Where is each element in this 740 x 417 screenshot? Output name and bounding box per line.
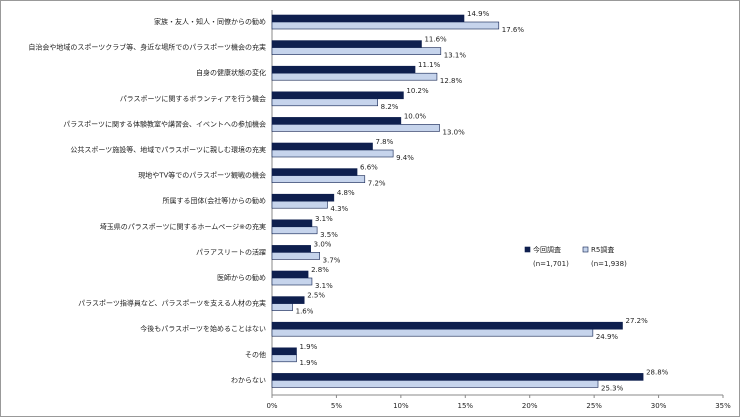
value-label: 3.0% xyxy=(314,240,332,248)
x-tick-label: 30% xyxy=(651,402,667,410)
category-label: 自身の健康状態の変化 xyxy=(196,68,266,77)
category-label: パラスポーツに関する体験教室や講習会、イベントへの参加機会 xyxy=(63,119,266,128)
bar xyxy=(271,14,465,23)
bar xyxy=(271,270,309,279)
bar xyxy=(271,380,599,388)
value-label: 25.3% xyxy=(601,384,624,392)
value-label: 4.8% xyxy=(337,189,355,197)
value-label: 28.8% xyxy=(646,368,669,376)
bar xyxy=(271,142,373,151)
value-label: 2.8% xyxy=(311,266,329,274)
bar xyxy=(271,354,297,363)
x-tick-label: 10% xyxy=(393,402,409,410)
value-label: 10.2% xyxy=(406,87,429,95)
legend-note: (n=1,701) xyxy=(533,260,569,268)
bar xyxy=(271,277,313,286)
bar xyxy=(271,219,313,228)
value-label: 9.4% xyxy=(396,154,414,162)
value-label: 2.5% xyxy=(307,292,325,300)
category-label: わからない xyxy=(231,376,266,384)
bar xyxy=(271,193,335,202)
bar xyxy=(271,296,305,304)
value-label: 3.1% xyxy=(315,215,333,223)
category-label: その他 xyxy=(245,350,266,359)
value-label: 11.6% xyxy=(424,36,447,44)
legend-swatch xyxy=(524,246,531,253)
legend-note: (n=1,938) xyxy=(591,260,627,268)
bar xyxy=(271,98,378,107)
value-label: 24.9% xyxy=(596,333,619,341)
value-label: 3.5% xyxy=(320,231,338,239)
bar xyxy=(271,40,422,48)
value-label: 17.6% xyxy=(502,26,525,34)
bar xyxy=(271,72,438,81)
value-label: 27.2% xyxy=(625,317,648,325)
bar xyxy=(271,168,358,176)
x-tick-label: 20% xyxy=(522,402,538,410)
legend-swatch xyxy=(582,246,589,253)
legend-label: R5調査 xyxy=(591,245,614,254)
value-label: 14.9% xyxy=(467,10,490,18)
bar xyxy=(271,91,404,100)
value-label: 7.2% xyxy=(368,180,386,188)
bar xyxy=(271,149,394,158)
bar xyxy=(271,252,320,260)
category-label: 今後もパラスポーツを始めることはない xyxy=(140,324,266,333)
value-label: 10.0% xyxy=(404,112,427,120)
value-label: 3.1% xyxy=(315,282,333,290)
bar xyxy=(271,124,440,132)
x-tick-label: 35% xyxy=(715,402,731,410)
bar xyxy=(271,175,366,183)
value-label: 12.8% xyxy=(440,77,463,85)
x-tick-label: 0% xyxy=(266,402,277,410)
bar xyxy=(271,303,293,311)
category-label: パラスポーツに関するボランティアを行う機会 xyxy=(120,94,266,103)
bar xyxy=(271,347,297,356)
category-label: 埼玉県のパラスポーツに関するホームページ※の充実 xyxy=(100,222,266,231)
bar xyxy=(271,200,328,209)
legend-label: 今回調査 xyxy=(533,245,561,254)
bar xyxy=(271,226,318,235)
value-label: 6.6% xyxy=(360,164,378,172)
value-label: 7.8% xyxy=(376,138,394,146)
category-label: 医師からの勧め xyxy=(217,273,266,282)
bar xyxy=(271,321,623,330)
value-label: 4.3% xyxy=(330,205,348,213)
category-label: 家族・友人・知人・同僚からの勧め xyxy=(154,17,266,26)
value-label: 13.0% xyxy=(443,128,466,136)
value-label: 1.6% xyxy=(296,308,314,316)
bar xyxy=(271,65,416,74)
x-tick-label: 25% xyxy=(586,402,602,410)
value-label: 8.2% xyxy=(381,103,399,111)
category-label: パラスポーツ指導員など、パラスポーツを支える人材の充実 xyxy=(78,299,266,308)
category-label: 所属する団体(会社等)からの勧め xyxy=(163,196,266,205)
x-tick-label: 15% xyxy=(458,402,474,410)
category-label: 公共スポーツ施設等、地域でパラスポーツに親しむ環境の充実 xyxy=(70,145,266,154)
bar xyxy=(271,328,594,337)
value-label: 1.9% xyxy=(299,343,317,351)
value-label: 13.1% xyxy=(444,52,467,60)
x-tick-label: 5% xyxy=(331,402,342,410)
category-label: 現地やTV等でのパラスポーツ観戦の機会 xyxy=(138,171,266,180)
bar xyxy=(271,47,442,55)
category-label: パラアスリートの活躍 xyxy=(196,247,266,256)
bar xyxy=(271,245,311,253)
bar xyxy=(271,117,402,125)
category-label: 自治会や地域のスポーツクラブ等、身近な場所でのパラスポーツ機会の充実 xyxy=(28,43,266,52)
bar xyxy=(271,373,644,381)
value-label: 3.7% xyxy=(323,256,341,264)
value-label: 11.1% xyxy=(418,61,441,69)
value-label: 1.9% xyxy=(299,359,317,367)
bar xyxy=(271,21,500,30)
